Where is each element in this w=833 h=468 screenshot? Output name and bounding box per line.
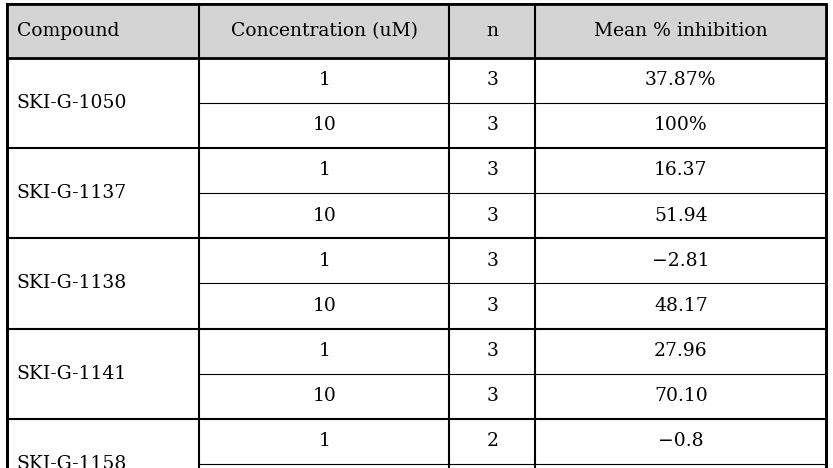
Text: 37.87%: 37.87%	[645, 71, 716, 89]
Text: 3: 3	[486, 161, 498, 179]
Text: 70.10: 70.10	[654, 388, 708, 405]
Text: 27.96: 27.96	[654, 342, 708, 360]
Text: 1: 1	[318, 71, 330, 89]
Text: SKI-G-1138: SKI-G-1138	[17, 274, 127, 292]
Text: SKI-G-1158: SKI-G-1158	[17, 455, 127, 468]
Text: −0.8: −0.8	[658, 432, 704, 450]
Text: 1: 1	[318, 161, 330, 179]
Text: 16.37: 16.37	[654, 161, 707, 179]
Text: 10: 10	[312, 297, 337, 315]
Text: 51.94: 51.94	[654, 207, 708, 225]
Text: Mean % inhibition: Mean % inhibition	[594, 22, 768, 40]
Text: SKI-G-1137: SKI-G-1137	[17, 184, 127, 202]
Text: 1: 1	[318, 252, 330, 270]
Text: Compound: Compound	[17, 22, 119, 40]
Text: 1: 1	[318, 432, 330, 450]
Text: 3: 3	[486, 342, 498, 360]
Text: 10: 10	[312, 117, 337, 134]
Text: 3: 3	[486, 71, 498, 89]
Text: 48.17: 48.17	[654, 297, 708, 315]
Text: 3: 3	[486, 297, 498, 315]
Text: SKI-G-1050: SKI-G-1050	[17, 94, 127, 112]
Text: 3: 3	[486, 117, 498, 134]
Text: Concentration (uM): Concentration (uM)	[231, 22, 418, 40]
Text: 10: 10	[312, 388, 337, 405]
Text: n: n	[486, 22, 498, 40]
Bar	[7, 4, 826, 58]
Text: 3: 3	[486, 207, 498, 225]
Text: 3: 3	[486, 252, 498, 270]
Text: 1: 1	[318, 342, 330, 360]
Text: 10: 10	[312, 207, 337, 225]
Text: 100%: 100%	[654, 117, 708, 134]
Text: 2: 2	[486, 432, 498, 450]
Text: −2.81: −2.81	[652, 252, 710, 270]
Text: SKI-G-1141: SKI-G-1141	[17, 365, 127, 383]
Text: 3: 3	[486, 388, 498, 405]
